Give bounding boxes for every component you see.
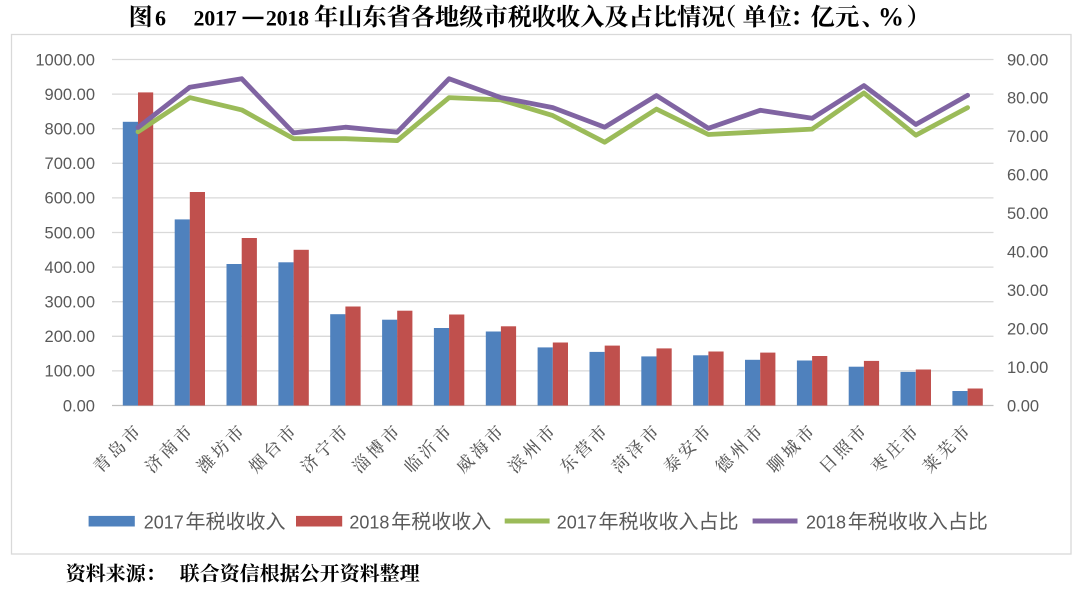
svg-text:20.00: 20.00 [1007,320,1048,338]
svg-text:40.00: 40.00 [1007,244,1048,262]
svg-text:800.00: 800.00 [45,121,95,139]
svg-text:500.00: 500.00 [45,224,95,242]
svg-text:0.00: 0.00 [1007,397,1039,415]
svg-text:2018: 2018 [806,513,846,533]
svg-text:60.00: 60.00 [1007,167,1048,185]
svg-text:30.00: 30.00 [1007,282,1048,300]
svg-text:100.00: 100.00 [45,363,95,381]
svg-text:1000.00: 1000.00 [35,51,95,69]
svg-text:70.00: 70.00 [1007,128,1048,146]
svg-text:10.00: 10.00 [1007,359,1048,377]
svg-text:%: % [878,2,904,31]
svg-text:200.00: 200.00 [45,328,95,346]
svg-text:2018: 2018 [266,5,309,30]
svg-text:90.00: 90.00 [1007,51,1048,69]
svg-text:2018: 2018 [349,513,389,533]
svg-text:50.00: 50.00 [1007,205,1048,223]
svg-text:400.00: 400.00 [45,259,95,277]
svg-text:2017: 2017 [144,513,184,533]
svg-text:300.00: 300.00 [45,294,95,312]
svg-text:900.00: 900.00 [45,86,95,104]
svg-text:0.00: 0.00 [63,397,95,415]
svg-text:700.00: 700.00 [45,155,95,173]
svg-text:600.00: 600.00 [45,190,95,208]
svg-text:6: 6 [155,5,166,30]
svg-text:2017: 2017 [194,5,237,30]
svg-text:80.00: 80.00 [1007,90,1048,108]
svg-text:2017: 2017 [557,513,597,533]
